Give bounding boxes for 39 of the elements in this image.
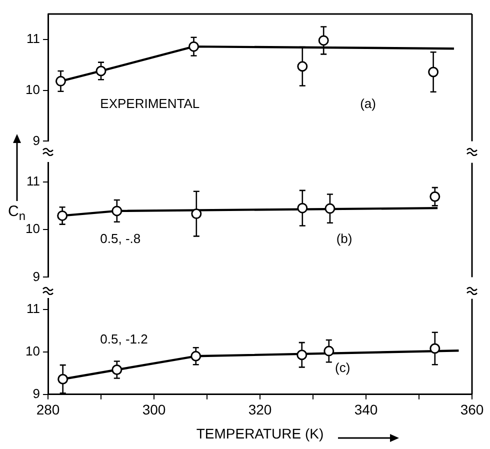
point (190, 350, 202, 362)
point (96, 66, 106, 76)
point (297, 61, 308, 72)
x-tick-label: 300 (142, 402, 166, 418)
point (188, 41, 199, 52)
y-tick-label: 9 (32, 386, 40, 401)
x-axis-title: TEMPERATURE (K) (196, 425, 324, 442)
point (57, 210, 68, 221)
x-tick-label: 360 (460, 402, 484, 418)
annotation: (c) (335, 360, 350, 376)
point (296, 350, 308, 360)
point (58, 374, 68, 384)
annotation: EXPERIMENTAL (100, 96, 200, 111)
x-tick-label: 340 (354, 402, 378, 418)
point (112, 206, 122, 216)
point (430, 343, 440, 354)
point (55, 76, 66, 86)
point (430, 191, 440, 202)
y-tick-label: 10 (26, 82, 40, 97)
point (297, 202, 308, 214)
annotation: 0.5, -1.2 (100, 331, 148, 346)
point (324, 346, 334, 356)
x-tick-label: 320 (248, 402, 272, 418)
y-tick-label: 11 (26, 173, 40, 188)
annotation: (a) (360, 96, 376, 111)
point (112, 364, 122, 376)
annotation: 0.5, -.8 (100, 231, 141, 246)
x-tick-label: 280 (36, 402, 60, 418)
y-tick-label: 11 (26, 301, 40, 316)
point (324, 203, 336, 214)
y-tick-label: 9 (32, 132, 40, 148)
annotation: (b) (336, 231, 352, 246)
y-tick-label: 10 (26, 343, 40, 358)
point (428, 66, 439, 78)
point (191, 208, 202, 220)
point (318, 35, 329, 46)
y-tick-label: 11 (26, 31, 40, 46)
y-tick-label: 9 (32, 268, 40, 284)
y-tick-label: 10 (26, 221, 40, 236)
